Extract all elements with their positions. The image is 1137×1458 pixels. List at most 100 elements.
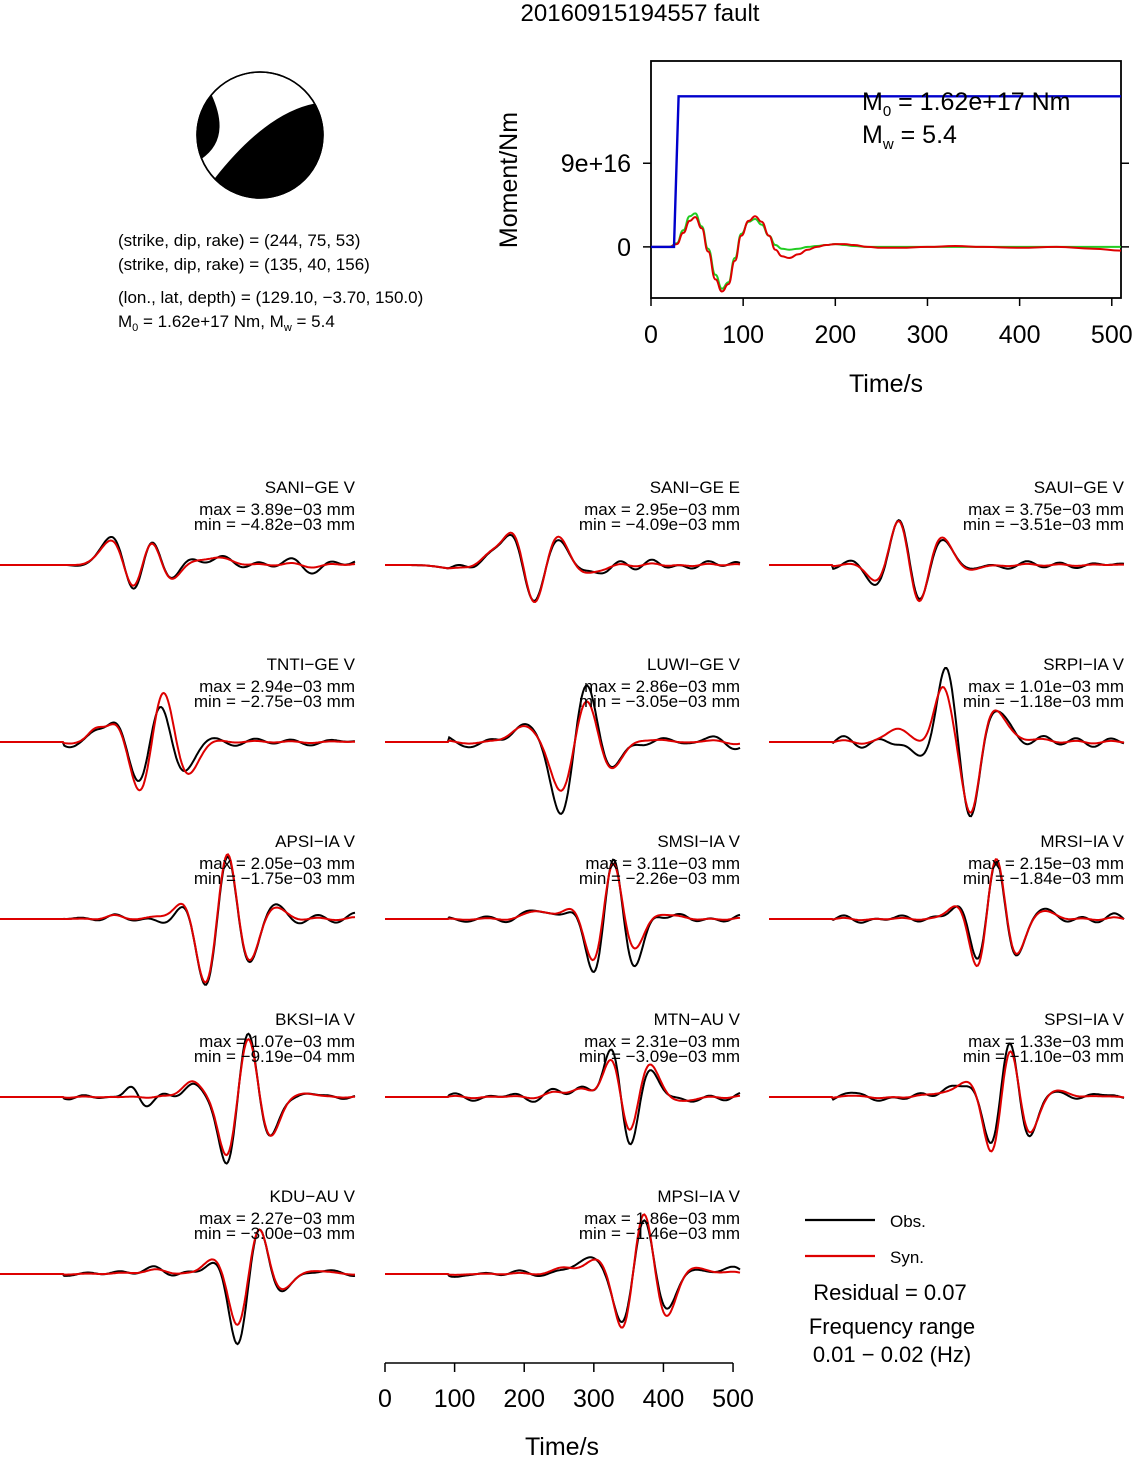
mechanism-info: (strike, dip, rake) = (244, 75, 53) (str… bbox=[118, 231, 423, 334]
station-name: MPSI−IA V bbox=[657, 1187, 740, 1206]
waveform-time-axis: Time/s 0 100 200 300 400 500 bbox=[378, 1362, 754, 1458]
moment-axis-ticks: 0 100 200 300 400 500 0 9e+16 bbox=[561, 150, 1133, 349]
station-max: max = 2.05e−03 mm bbox=[199, 854, 355, 873]
synthetic-trace bbox=[385, 1213, 741, 1329]
station-min: min = −1.10e−03 mm bbox=[963, 1047, 1124, 1066]
moment-xtick-label: 200 bbox=[814, 321, 856, 349]
legend-obs-label: Obs. bbox=[890, 1212, 926, 1231]
synthetic-trace bbox=[0, 691, 355, 792]
station-max: max = 3.89e−03 mm bbox=[199, 500, 355, 519]
synthetic-trace bbox=[769, 686, 1125, 814]
synthetic-trace bbox=[0, 853, 356, 984]
station-name: SANI−GE E bbox=[650, 478, 740, 497]
waveform-xtick-label: 0 bbox=[378, 1385, 392, 1413]
legend: Obs. Syn. Residual = 0.07 Frequency rang… bbox=[805, 1212, 975, 1367]
moment-xtick-label: 300 bbox=[907, 321, 949, 349]
frequency-range-title: Frequency range bbox=[809, 1314, 975, 1339]
station-name: TNTI−GE V bbox=[267, 655, 356, 674]
station-min: min = −2.75e−03 mm bbox=[194, 692, 355, 711]
station-max: max = 1.33e−03 mm bbox=[968, 1032, 1124, 1051]
waveform-xtick-label: 200 bbox=[503, 1385, 545, 1413]
mechanism-line-3: (lon., lat, depth) = (129.10, −3.70, 150… bbox=[118, 288, 423, 307]
observed-trace bbox=[0, 536, 356, 590]
moment-xtick-label: 100 bbox=[722, 321, 764, 349]
synthetic-trace bbox=[769, 858, 1125, 968]
station-min: min = −1.18e−03 mm bbox=[963, 692, 1124, 711]
station-min: min = −4.09e−03 mm bbox=[579, 515, 740, 534]
station-name: APSI−IA V bbox=[275, 832, 356, 851]
station-min: min = −3.09e−03 mm bbox=[579, 1047, 740, 1066]
station-max: max = 2.94e−03 mm bbox=[199, 677, 355, 696]
beachball-compressional-right bbox=[214, 103, 324, 199]
station-name: MRSI−IA V bbox=[1040, 832, 1124, 851]
moment-xlabel: Time/s bbox=[849, 370, 923, 398]
station-name: SANI−GE V bbox=[265, 478, 356, 497]
station-max: max = 1.01e−03 mm bbox=[968, 677, 1124, 696]
moment-ylabel: Moment/Nm bbox=[495, 112, 523, 248]
station-min: min = −1.84e−03 mm bbox=[963, 869, 1124, 888]
station-name: SPSI−IA V bbox=[1044, 1010, 1125, 1029]
station-max: max = 3.75e−03 mm bbox=[968, 500, 1124, 519]
waveform-xtick-label: 300 bbox=[573, 1385, 615, 1413]
mechanism-line-4: M0 = 1.62e+17 Nm, Mw = 5.4 bbox=[118, 312, 335, 334]
mechanism-line-2: (strike, dip, rake) = (135, 40, 156) bbox=[118, 255, 370, 274]
waveform-xtick-label: 400 bbox=[643, 1385, 685, 1413]
station-max: max = 2.15e−03 mm bbox=[968, 854, 1124, 873]
moment-xtick-label: 0 bbox=[644, 321, 658, 349]
synthetic-trace bbox=[769, 519, 1124, 603]
station-min: min = −3.05e−03 mm bbox=[579, 692, 740, 711]
waveform-xtick-label: 100 bbox=[434, 1385, 476, 1413]
station-min: min = −1.46e−03 mm bbox=[579, 1224, 740, 1243]
synthetic-trace bbox=[385, 1058, 741, 1131]
moment-ytick-label: 9e+16 bbox=[561, 150, 631, 178]
waveform-xlabel: Time/s bbox=[525, 1433, 599, 1458]
moment-xtick-label: 400 bbox=[999, 321, 1041, 349]
station-min: min = −1.75e−03 mm bbox=[194, 869, 355, 888]
station-name: SAUI−GE V bbox=[1034, 478, 1125, 497]
synthetic-trace bbox=[769, 1050, 1125, 1153]
station-min: min = −3.51e−03 mm bbox=[963, 515, 1124, 534]
moment-plot-frame bbox=[650, 60, 1122, 299]
station-min: min = −2.26e−03 mm bbox=[579, 869, 740, 888]
station-max: max = 2.86e−03 mm bbox=[584, 677, 740, 696]
figure-title: 20160915194557 fault bbox=[521, 0, 760, 27]
mechanism-line-1: (strike, dip, rake) = (244, 75, 53) bbox=[118, 231, 360, 250]
station-max: max = 2.31e−03 mm bbox=[584, 1032, 740, 1051]
synthetic-trace bbox=[0, 539, 356, 587]
waveform-xtick-label: 500 bbox=[712, 1385, 754, 1413]
station-max: max = 1.86e−03 mm bbox=[584, 1209, 740, 1228]
frequency-range-value: 0.01 − 0.02 (Hz) bbox=[813, 1342, 971, 1367]
synthetic-trace bbox=[385, 531, 741, 604]
station-name: MTN−AU V bbox=[654, 1010, 741, 1029]
synthetic-trace bbox=[0, 1228, 355, 1326]
cumulative-moment bbox=[651, 95, 1121, 249]
moment-rate-red bbox=[651, 215, 1122, 293]
synthetic-trace bbox=[385, 700, 741, 792]
station-name: BKSI−IA V bbox=[275, 1010, 356, 1029]
station-name: SMSI−IA V bbox=[657, 832, 740, 851]
residual-text: Residual = 0.07 bbox=[813, 1280, 967, 1305]
moment-xtick-label: 500 bbox=[1091, 321, 1133, 349]
moment-series bbox=[651, 95, 1122, 293]
moment-ytick-label: 0 bbox=[617, 234, 631, 262]
station-min: min = −3.00e−03 mm bbox=[194, 1224, 355, 1243]
legend-syn-label: Syn. bbox=[890, 1248, 924, 1267]
station-max: max = 2.95e−03 mm bbox=[584, 500, 740, 519]
moment-m0-annotation: M0 = 1.62e+17 Nm bbox=[862, 88, 1070, 120]
beachball-rim bbox=[196, 71, 324, 199]
moment-rate-green bbox=[651, 212, 1121, 290]
station-max: max = 2.27e−03 mm bbox=[199, 1209, 355, 1228]
